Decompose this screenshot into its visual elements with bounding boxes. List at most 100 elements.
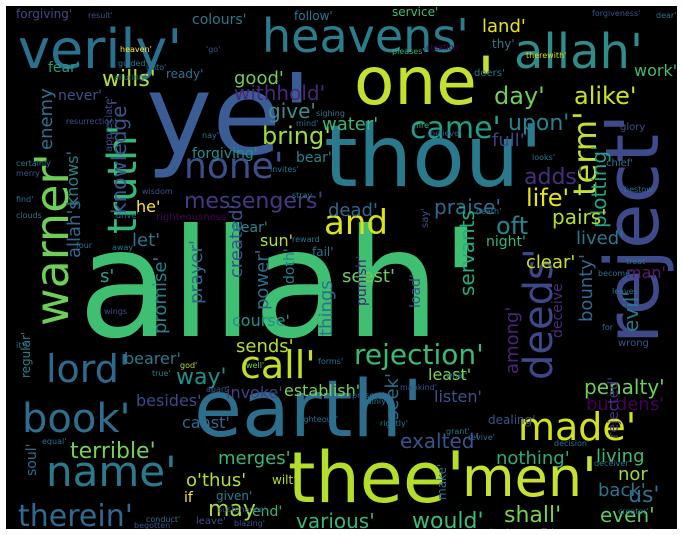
cloud-word: present' bbox=[352, 391, 385, 400]
cloud-word: drive' bbox=[116, 211, 138, 220]
cloud-word: revive' bbox=[468, 433, 495, 442]
cloud-word: earth' bbox=[194, 365, 423, 455]
cloud-word: besides' bbox=[136, 391, 202, 410]
cloud-word: wisdom bbox=[142, 187, 173, 196]
cloud-word: land' bbox=[482, 16, 526, 37]
cloud-word: water' bbox=[322, 114, 378, 135]
cloud-word: follow' bbox=[294, 9, 333, 23]
cloud-word: glory bbox=[620, 122, 645, 133]
cloud-word: service' bbox=[392, 6, 438, 19]
cloud-word: sighing bbox=[316, 109, 345, 118]
cloud-word: unto' bbox=[146, 63, 166, 72]
cloud-word: if bbox=[184, 490, 194, 506]
cloud-word: reject' bbox=[590, 114, 676, 344]
cloud-word: find' bbox=[16, 195, 33, 204]
cloud-word: promise' bbox=[150, 257, 171, 334]
cloud-word: clear' bbox=[526, 252, 575, 273]
cloud-word: satan' bbox=[628, 527, 652, 529]
cloud-word: certainly bbox=[16, 159, 51, 168]
cloud-word: hear' bbox=[232, 220, 268, 236]
cloud-word: looks' bbox=[532, 153, 555, 162]
cloud-word: bear' bbox=[296, 150, 332, 166]
cloud-word: reward bbox=[292, 235, 320, 244]
cloud-word: companions' bbox=[458, 527, 509, 529]
cloud-word: messengers' bbox=[184, 189, 323, 214]
cloud-word: mind' bbox=[296, 119, 318, 128]
cloud-word: he' bbox=[136, 197, 160, 216]
cloud-word: o'thus' bbox=[186, 470, 246, 491]
cloud-word: doers' bbox=[474, 68, 505, 79]
cloud-word: it's bbox=[16, 341, 28, 350]
cloud-word: dealing' bbox=[488, 413, 536, 427]
cloud-word: load' bbox=[408, 274, 424, 308]
cloud-word: even' bbox=[600, 503, 655, 527]
cloud-word: colours' bbox=[192, 12, 247, 28]
cloud-word: deeds' bbox=[516, 248, 562, 380]
cloud-word: may bbox=[208, 497, 256, 522]
cloud-word: end' bbox=[252, 504, 282, 520]
cloud-word: for bbox=[602, 323, 614, 332]
cloud-word: alluring' bbox=[114, 73, 146, 82]
cloud-word: oft bbox=[496, 212, 528, 240]
cloud-word: forgiving' bbox=[192, 146, 258, 162]
cloud-word: evil' bbox=[619, 291, 643, 332]
cloud-word: dead' bbox=[328, 200, 378, 221]
cloud-word: heaven' bbox=[120, 45, 152, 54]
cloud-word: fail' bbox=[312, 245, 334, 259]
cloud-word: apart' bbox=[206, 385, 230, 394]
cloud-word: man' bbox=[626, 263, 666, 282]
cloud-word: result' bbox=[88, 11, 113, 20]
word-cloud: allah' ye' thou'one' earth' reject' thee'men'… bbox=[16, 6, 677, 529]
cloud-word: seek' bbox=[382, 373, 403, 420]
cloud-word: bearer' bbox=[124, 349, 181, 368]
cloud-word: among' bbox=[502, 307, 523, 374]
cloud-word: merry bbox=[16, 169, 40, 178]
cloud-word: least' bbox=[428, 365, 471, 384]
cloud-word: regular' bbox=[19, 332, 33, 378]
cloud-word: resurrection' bbox=[66, 117, 116, 126]
cloud-word: pairs' bbox=[552, 205, 607, 229]
cloud-word: term' bbox=[566, 111, 604, 196]
cloud-word: servants' bbox=[455, 205, 479, 296]
cloud-word: allah' bbox=[78, 198, 482, 372]
cloud-word: verily' bbox=[18, 18, 182, 81]
cloud-word: stray bbox=[292, 191, 312, 200]
cloud-word: doth' bbox=[282, 248, 298, 284]
cloud-word: shall' bbox=[504, 503, 561, 528]
cloud-word: grant' bbox=[446, 427, 470, 436]
cloud-word: begotten' bbox=[134, 521, 172, 529]
cloud-word: enemy bbox=[36, 88, 57, 150]
cloud-word: wrong bbox=[618, 338, 649, 349]
cloud-word: chief' bbox=[606, 158, 633, 169]
cloud-word: living bbox=[596, 446, 645, 467]
cloud-word: ready' bbox=[166, 67, 203, 81]
cloud-word: fear' bbox=[48, 60, 80, 76]
cloud-word: leaves bbox=[612, 287, 638, 296]
cloud-word: various' bbox=[296, 509, 375, 529]
cloud-word: plotting' bbox=[587, 145, 611, 228]
cloud-word: forgiveness' bbox=[592, 9, 640, 18]
cloud-word: terrible' bbox=[70, 439, 156, 464]
cloud-word: bestow bbox=[624, 185, 653, 194]
cloud-word: punish' bbox=[354, 255, 370, 306]
cloud-word: righteousness' bbox=[156, 212, 229, 223]
cloud-word: day' bbox=[494, 82, 545, 110]
cloud-word: sends' bbox=[236, 336, 294, 357]
cloud-word: never' bbox=[58, 88, 102, 104]
cloud-word: death' bbox=[476, 207, 501, 216]
word-cloud-canvas: allah' ye' thou' one' earth' reject' thee' men'… bbox=[6, 6, 677, 529]
cloud-word: prayer' bbox=[186, 240, 207, 304]
cloud-word: nothing' bbox=[496, 448, 570, 469]
cloud-word: sustenance' bbox=[218, 505, 266, 514]
cloud-word: lord' bbox=[46, 347, 129, 391]
cloud-word: let' bbox=[132, 230, 160, 251]
cloud-word: none' bbox=[184, 146, 284, 187]
cloud-word: righteous' bbox=[298, 415, 338, 424]
cloud-word: thy' bbox=[492, 37, 515, 51]
cloud-word: work' bbox=[634, 61, 677, 80]
cloud-word: merges' bbox=[218, 448, 291, 469]
cloud-word: and bbox=[324, 203, 388, 243]
cloud-word: invoke' bbox=[226, 383, 283, 402]
cloud-word: listen' bbox=[434, 387, 482, 406]
cloud-word: dear' bbox=[656, 11, 676, 20]
